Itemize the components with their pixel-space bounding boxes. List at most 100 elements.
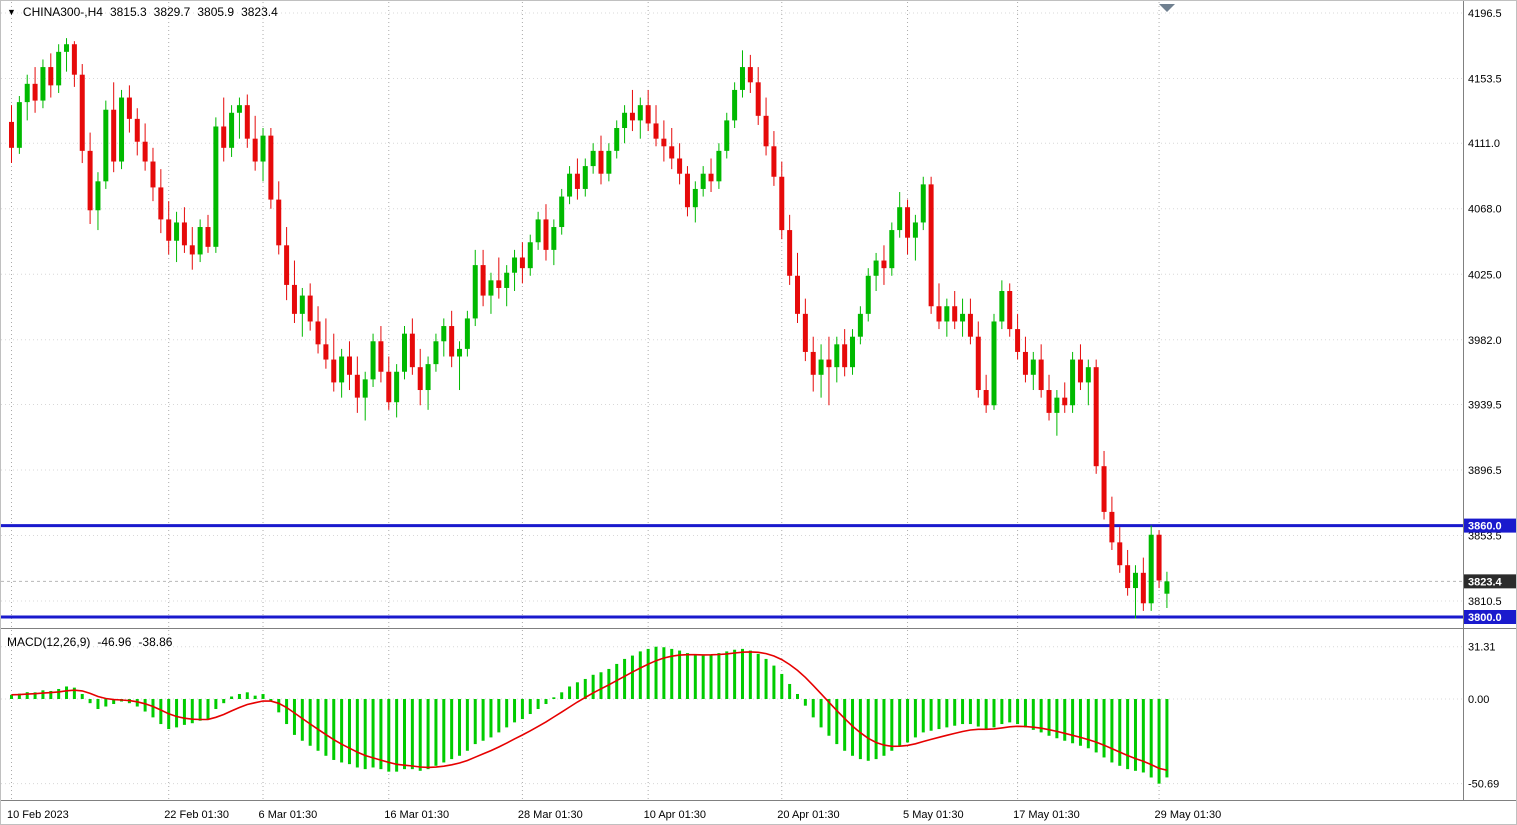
candle [912,222,918,238]
macd-histogram-bar [410,699,414,770]
candle [629,112,635,121]
candle [64,44,70,52]
candle [842,344,848,368]
grid-layer [1,2,1463,800]
macd-histogram-bar [96,699,100,710]
macd-histogram-bar [544,699,548,705]
candle [960,313,966,322]
macd-histogram-bar [237,693,241,699]
candle [315,321,321,345]
candle [299,295,305,314]
macd-histogram-bar [65,686,69,699]
candle [229,112,235,148]
candle [402,333,407,372]
candle [873,260,879,276]
candle [889,230,895,269]
price-level-badge [1464,518,1516,533]
price-tick-label: 3982.0 [1468,335,1502,347]
time-tick-label: 10 Apr 01:30 [644,809,706,821]
price-level-badge-text: 3800.0 [1468,612,1502,624]
candle [771,146,777,177]
macd-histogram-bar [135,699,139,707]
candle [142,141,148,162]
macd-histogram-bar [1094,699,1098,753]
time-tick-label: 20 Apr 01:30 [777,809,839,821]
candle [1125,565,1131,589]
candle [787,230,793,276]
candle [213,126,219,247]
candle [747,67,753,83]
macd-histogram-bar [1157,699,1161,784]
macd-histogram-bar [1016,699,1020,725]
macd-histogram-bar [772,665,776,699]
macd-histogram-bar [646,648,650,699]
candle [331,359,337,383]
price-tick-label: 4153.5 [1468,74,1502,86]
candle [952,306,958,322]
macd-histogram-bar [662,647,666,699]
macd-histogram-bar [937,699,941,730]
candle [732,89,738,121]
candle [724,120,730,151]
macd-histogram-bar [198,699,202,721]
macd-histogram-bar [961,699,965,725]
macd-histogram-bar [458,699,462,756]
candle [512,257,518,273]
macd-histogram-bar [1086,699,1090,749]
macd-histogram-bar [1008,699,1012,723]
macd-histogram-bar [811,699,815,718]
candle [598,150,604,174]
chart-shift-marker-icon[interactable] [1159,4,1175,12]
macd-histogram-bar [72,687,76,699]
macd-histogram-bar [418,699,422,771]
candle [480,265,486,296]
macd-histogram-bar [355,699,359,768]
macd-histogram-bar [568,686,572,699]
macd-histogram-bar [945,699,949,728]
candle [590,150,596,167]
macd-histogram-bar [685,653,689,699]
macd-histogram-bar [1133,699,1137,771]
candle [362,379,368,398]
macd-histogram-bar [363,699,367,770]
candle [1022,351,1028,375]
price-level-badge-text: 3860.0 [1468,521,1502,533]
macd-histogram-bar [670,648,674,699]
candle [16,102,22,148]
time-tick-label: 22 Feb 01:30 [164,809,229,821]
macd-histogram-bar [285,699,289,725]
macd-histogram-bar [182,699,186,725]
candle [464,318,470,349]
macd-histogram-bar [638,651,642,699]
candle [205,227,211,247]
macd-histogram-bar [913,699,917,738]
candle [119,97,125,162]
candle [543,219,549,250]
price-tick-label: 3939.5 [1468,399,1502,411]
candle [1054,397,1060,413]
candle [417,367,423,391]
macd-histogram-bar [332,699,336,760]
candle [1140,572,1146,604]
macd-histogram-bar [88,699,92,704]
macd-histogram-bar [450,699,454,760]
macd-histogram-bar [269,699,273,702]
macd-histogram-bar [513,699,517,723]
candle [1164,581,1170,594]
macd-histogram-bar [591,674,595,699]
candle [166,219,172,241]
macd-histogram-bar [308,699,312,746]
candle [472,265,478,319]
candle [810,351,816,375]
macd-histogram-bar [10,694,13,699]
macd-histogram-bar [835,699,839,745]
candle [40,67,46,101]
candle [574,173,580,189]
candle [103,109,109,182]
macd-histogram-bar [387,699,391,772]
macd-histogram-bar [968,699,972,725]
candle [850,336,856,368]
macd-histogram-bar [403,699,406,770]
candle [111,109,117,162]
